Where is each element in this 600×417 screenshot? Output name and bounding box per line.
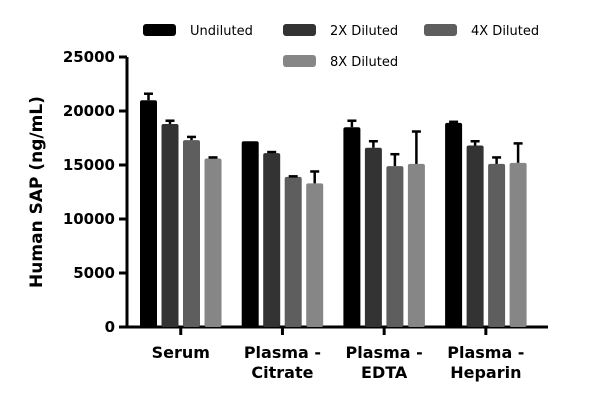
- x-category-label: Plasma -: [244, 343, 321, 362]
- y-tick-label: 5000: [73, 264, 115, 282]
- y-tick-label: 20000: [63, 102, 115, 120]
- bar: [161, 123, 179, 328]
- bar: [407, 163, 425, 327]
- y-tick-label: 25000: [63, 48, 115, 66]
- bar: [204, 158, 222, 327]
- x-category-label: Plasma -: [447, 343, 524, 362]
- legend-label: Undiluted: [190, 24, 253, 39]
- bar: [263, 153, 281, 327]
- bar: [343, 127, 361, 327]
- bar: [140, 100, 157, 327]
- bar: [306, 183, 324, 327]
- legend-label: 4X Diluted: [471, 24, 539, 39]
- bar: [364, 147, 382, 327]
- bar: [284, 176, 302, 327]
- bar: [183, 140, 200, 327]
- bar: [466, 145, 484, 327]
- y-tick-label: 15000: [63, 156, 115, 174]
- bar: [488, 163, 506, 327]
- bar: [445, 122, 463, 327]
- bar: [241, 141, 259, 327]
- legend-label: 2X Diluted: [330, 24, 398, 39]
- legend-swatch: [143, 24, 176, 36]
- bar: [509, 162, 527, 327]
- legend-swatch: [424, 24, 457, 36]
- x-category-label: Citrate: [251, 363, 313, 382]
- legend-swatch: [283, 55, 316, 67]
- x-category-label: Serum: [152, 343, 210, 362]
- x-category-label: Plasma -: [346, 343, 423, 362]
- x-category-label: Heparin: [450, 363, 521, 382]
- x-category-label: EDTA: [361, 363, 408, 382]
- legend-swatch: [283, 24, 316, 36]
- y-tick-label: 0: [105, 318, 115, 336]
- legend-label: 8X Diluted: [330, 55, 398, 70]
- y-axis-label: Human SAP (ng/mL): [27, 96, 47, 288]
- bar: [386, 166, 404, 327]
- y-tick-label: 10000: [63, 210, 115, 228]
